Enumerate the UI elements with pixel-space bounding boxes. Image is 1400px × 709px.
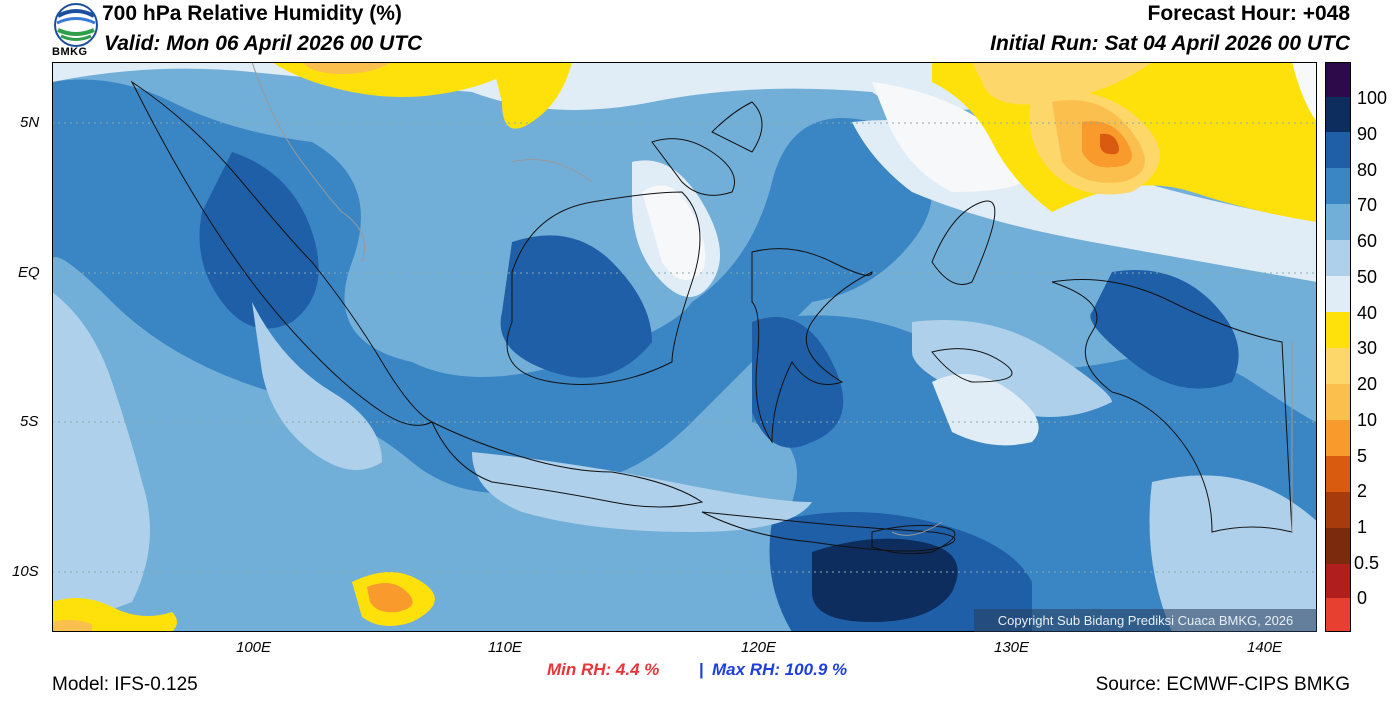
stats-separator: | (699, 660, 704, 679)
coast-timor (871, 524, 956, 555)
cb-label-90: 90 (1357, 124, 1378, 144)
cb-swatch-5 (1325, 420, 1351, 456)
cb-label-20: 20 (1357, 374, 1378, 394)
cb-label-5: 5 (1357, 446, 1368, 466)
valid-time: Valid: Mon 06 April 2026 00 UTC (104, 32, 423, 55)
cb-swatch-50 (1325, 240, 1351, 276)
colorbar-svg (1325, 62, 1351, 632)
initial-run: Initial Run: Sat 04 April 2026 00 UTC (990, 32, 1350, 55)
rh-60-band-arafura (1149, 475, 1317, 632)
cb-label-30: 30 (1357, 338, 1378, 358)
cb-swatch-80 (1325, 132, 1351, 168)
model-label: Model: IFS-0.125 (52, 674, 198, 695)
rh-90-region-papua (1090, 270, 1239, 389)
rh-2-pacific (1100, 133, 1119, 155)
borders (251, 62, 1293, 536)
cb-label-10: 10 (1357, 410, 1378, 430)
humidity-map (52, 62, 1317, 632)
cb-label-50: 50 (1357, 267, 1378, 287)
rh-90-region-sulawesi (752, 317, 844, 448)
cb-label-1: 1 (1357, 517, 1368, 537)
cb-swatch-20 (1325, 348, 1351, 384)
lat-label-10s: 10S (12, 563, 39, 580)
cb-label-2: 2 (1357, 481, 1368, 501)
rh-40-corner (1292, 62, 1317, 122)
rh-20-pacific-a (972, 62, 1152, 105)
logo-text: BMKG (52, 46, 88, 58)
lon-label-140e: 140E (1247, 639, 1283, 656)
coast-mindanao (711, 101, 763, 153)
rh-60-band-west (52, 292, 150, 632)
cb-swatch-0_5 (1325, 528, 1351, 564)
rh-90-region-borneo (500, 235, 652, 378)
map-frame (52, 62, 1317, 632)
rh-40-region-philippines (872, 82, 1032, 192)
border-malay-peninsula (251, 62, 365, 263)
cb-frame (1325, 62, 1351, 632)
border-borneo-north (511, 159, 593, 183)
rh-60-band-sumatra (252, 302, 382, 470)
cb-swatch-100 (1325, 62, 1351, 97)
cb-label-0_5: 0.5 (1354, 553, 1380, 573)
coast-nusa-tenggara (701, 511, 956, 552)
cb-swatch-below-0 (1325, 598, 1351, 632)
gridlines (52, 122, 1317, 573)
lat-label-5n: 5N (20, 114, 40, 131)
cb-label-70: 70 (1357, 195, 1378, 215)
rh-5-indian-ocean (367, 583, 413, 613)
cb-swatch-90 (1325, 97, 1351, 132)
rh-50-region-banda (932, 374, 1039, 446)
cb-swatch-30 (1325, 312, 1351, 348)
rh-90-region-sumatra (199, 152, 319, 329)
lat-label-5s: 5S (20, 413, 39, 430)
cb-label-40: 40 (1357, 303, 1378, 323)
cb-swatch-60 (1325, 204, 1351, 240)
cb-swatch-2 (1325, 456, 1351, 492)
coastlines (130, 80, 1293, 555)
lon-label-100e: 100E (236, 639, 272, 656)
coast-papua (1051, 279, 1293, 533)
copyright-note: Copyright Sub Bidang Prediksi Cuaca BMKG… (974, 609, 1317, 632)
forecast-hour: Forecast Hour: +048 (1147, 2, 1351, 25)
cb-label-80: 80 (1357, 160, 1378, 180)
chart-title: 700 hPa Relative Humidity (%) (102, 2, 402, 25)
max-rh: Max RH: 100.9 % (712, 660, 848, 679)
min-rh: Min RH: 4.4 % (547, 660, 660, 679)
rh-30-north-vietnam (492, 62, 572, 129)
lat-label-eq: EQ (18, 264, 40, 281)
lon-label-120e: 120E (741, 639, 777, 656)
cb-swatch-10 (1325, 384, 1351, 420)
rh-60-band-java (472, 452, 812, 532)
map-svg (52, 62, 1317, 632)
colorbar (1325, 62, 1351, 632)
coast-sulawesi (751, 248, 873, 444)
bmkg-logo-icon (52, 2, 100, 60)
coast-java (430, 420, 704, 508)
cb-label-0: 0 (1357, 588, 1368, 608)
source-label: Source: ECMWF-CIPS BMKG (1095, 674, 1350, 695)
cb-swatch-1 (1325, 492, 1351, 528)
rh-40-region-kalimantan (642, 185, 706, 280)
cb-swatch-70 (1325, 168, 1351, 204)
coast-halmahera (931, 200, 996, 285)
lon-label-130e: 130E (994, 639, 1030, 656)
cb-label-100: 100 (1357, 88, 1388, 108)
rh-10-north-scs (302, 62, 392, 74)
coast-kalimantan (506, 191, 701, 385)
coast-seram (931, 348, 1013, 383)
coast-sumatra (130, 80, 434, 426)
cb-swatch-0 (1325, 564, 1351, 598)
cb-label-60: 60 (1357, 231, 1378, 251)
border-timor (891, 521, 943, 536)
lon-label-110e: 110E (488, 639, 522, 656)
rh-10-southwest (52, 619, 92, 632)
coast-sabah (651, 138, 735, 196)
rh-100-region-timor (812, 538, 958, 622)
cb-swatch-40 (1325, 276, 1351, 312)
